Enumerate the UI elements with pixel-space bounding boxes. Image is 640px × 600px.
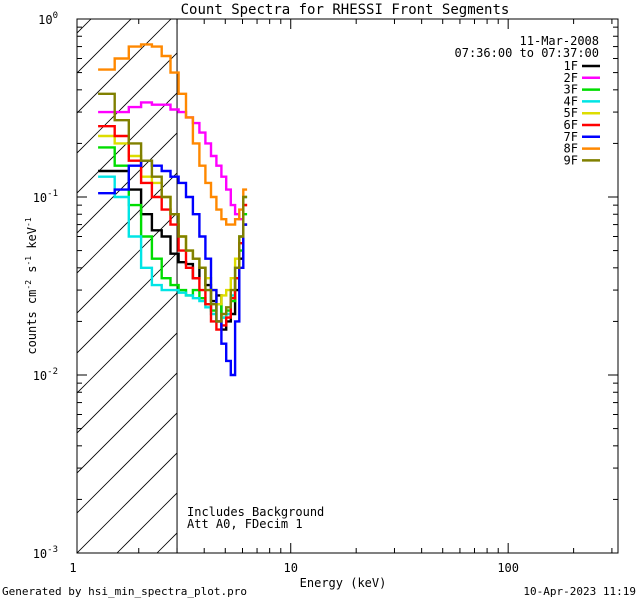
hatch-line xyxy=(77,252,178,354)
hatch-line xyxy=(77,212,178,314)
series-8F-line xyxy=(98,43,248,226)
legend-date: 11-Mar-2008 xyxy=(520,34,599,48)
x-tick-label: 1 xyxy=(69,561,76,575)
legend-label-9F: 9F xyxy=(564,153,578,167)
legend-label-3F: 3F xyxy=(564,83,578,97)
legend-label-7F: 7F xyxy=(564,130,578,144)
y-axis-label: counts cm-2 s-1 keV-1 xyxy=(24,217,39,354)
legend: 11-Mar-2008 07:36:00 to 07:37:00 1F2F3F4… xyxy=(455,34,600,167)
plot-frame xyxy=(76,18,619,554)
chart-title: Count Spectra for RHESSI Front Segments xyxy=(181,2,510,18)
legend-label-5F: 5F xyxy=(564,106,578,120)
hatch-line xyxy=(77,19,92,34)
series-1F-line xyxy=(98,169,248,331)
y-tick-label: 100 xyxy=(38,11,58,27)
hatched-region xyxy=(77,19,178,553)
hatch-line xyxy=(116,492,178,553)
legend-label-6F: 6F xyxy=(564,118,578,132)
legend-label-4F: 4F xyxy=(564,94,578,108)
series-4F-line xyxy=(98,175,248,323)
hatch-line xyxy=(77,19,172,114)
hatch-line xyxy=(77,132,178,234)
hatch-line xyxy=(77,412,178,514)
annotation-background: Includes Background xyxy=(187,505,324,519)
legend-label-8F: 8F xyxy=(564,142,578,156)
series-9F-line xyxy=(98,92,248,323)
hatch-line xyxy=(77,19,132,74)
series-3F-line xyxy=(98,146,248,319)
hatch-line xyxy=(77,52,178,154)
y-tick-label: 10-3 xyxy=(33,545,58,561)
hatch-line xyxy=(77,332,178,434)
series-2F-line xyxy=(98,101,248,221)
y-tick-label: 10-1 xyxy=(33,189,58,205)
x-axis-label: Energy (keV) xyxy=(300,576,387,590)
series-6F-line xyxy=(98,125,248,331)
footer-generated-by: Generated by hsi_min_spectra_plot.pro xyxy=(2,585,247,598)
legend-time-range: 07:36:00 to 07:37:00 xyxy=(455,46,600,60)
series-layer xyxy=(98,43,248,377)
legend-label-1F: 1F xyxy=(564,59,578,73)
hatch-line xyxy=(77,452,178,553)
series-7F-line xyxy=(98,159,248,377)
footer-timestamp: 10-Apr-2023 11:19 xyxy=(523,585,636,598)
x-tick-label: 10 xyxy=(284,561,298,575)
annotation-attenuator: Att A0, FDecim 1 xyxy=(187,517,303,531)
legend-label-2F: 2F xyxy=(564,71,578,85)
x-tick-label: 100 xyxy=(497,561,519,575)
axes: 10-3 10-2 10-1 100 1 10 100 xyxy=(33,11,618,575)
y-tick-label: 10-2 xyxy=(33,367,58,383)
hatch-line xyxy=(77,372,178,474)
